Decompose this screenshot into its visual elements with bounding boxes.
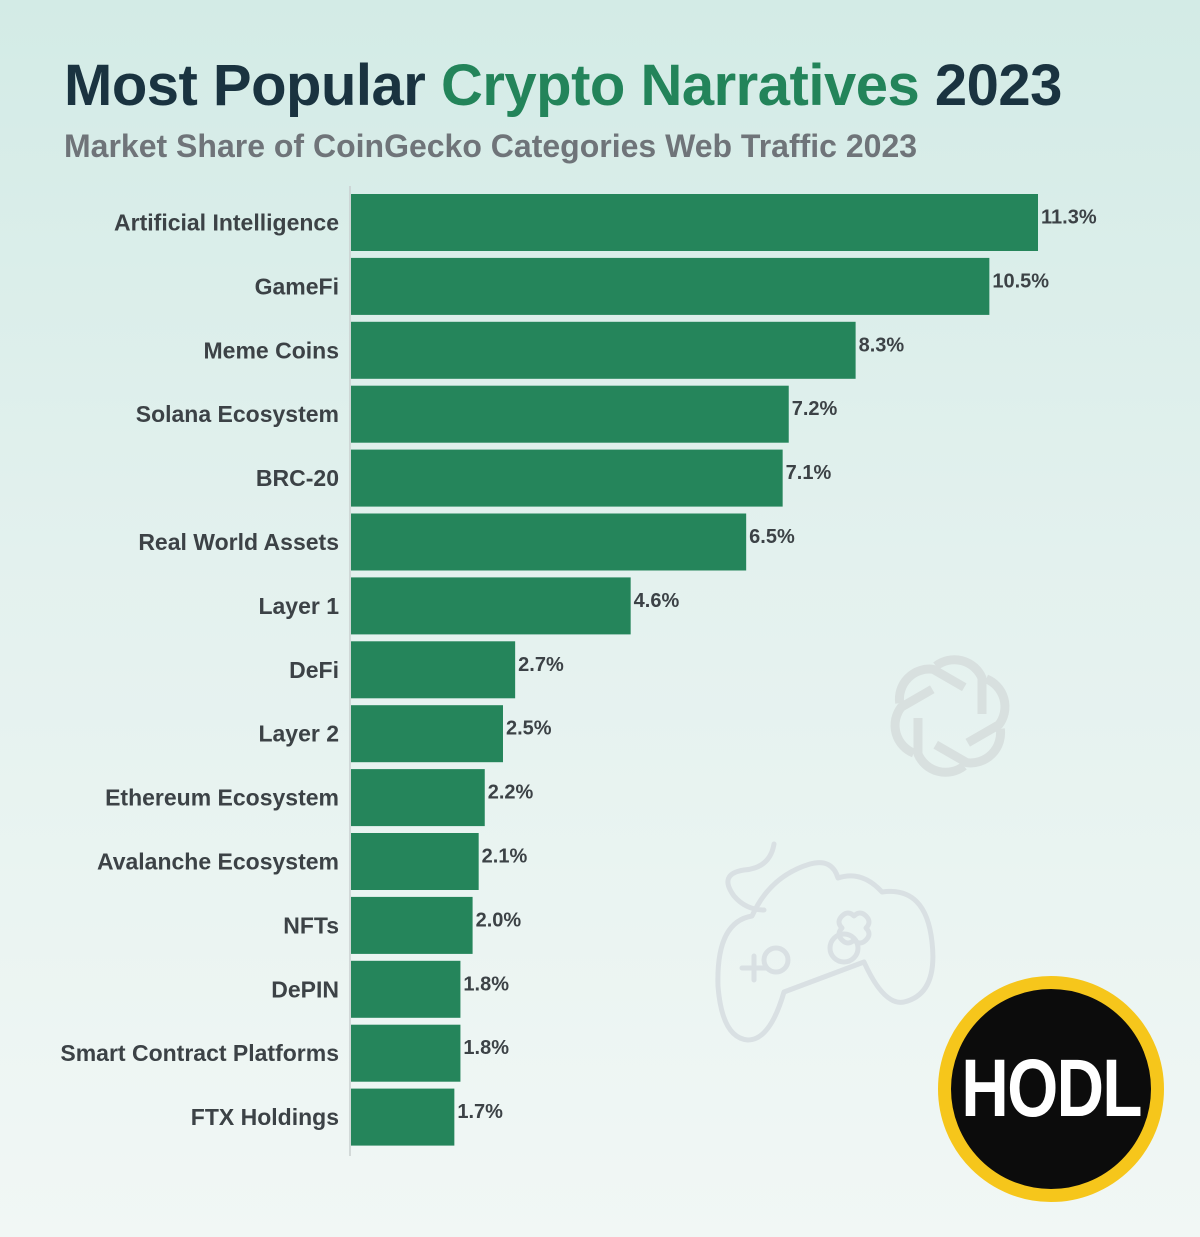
bar-2	[351, 321, 856, 379]
bar-7	[351, 641, 516, 699]
bar-13	[351, 1024, 461, 1082]
value-label: 7.2%	[792, 398, 838, 420]
value-label: 10.5%	[992, 270, 1049, 292]
category-label: Artificial Intelligence	[114, 210, 339, 236]
category-label: Avalanche Ecosystem	[97, 849, 339, 875]
bar-9	[351, 769, 485, 827]
value-label: 6.5%	[749, 526, 795, 548]
value-label: 2.2%	[488, 782, 534, 804]
bars-group	[351, 194, 1038, 1146]
value-label: 8.3%	[859, 334, 905, 356]
bar-1	[351, 257, 990, 315]
value-label: 2.1%	[482, 846, 528, 868]
value-label: 1.8%	[463, 973, 509, 995]
value-label: 1.7%	[457, 1101, 503, 1123]
title-part-2: 2023	[919, 53, 1063, 118]
category-label: Real World Assets	[138, 529, 339, 555]
value-label: 2.5%	[506, 718, 552, 740]
category-label: Ethereum Ecosystem	[105, 785, 339, 811]
category-label: Smart Contract Platforms	[60, 1040, 339, 1066]
hodl-logo: HODL	[938, 976, 1164, 1202]
category-label: GameFi	[255, 273, 339, 299]
bar-8	[351, 705, 503, 763]
bar-3	[351, 385, 789, 443]
bar-4	[351, 449, 783, 507]
category-label: DePIN	[271, 976, 339, 1002]
value-label: 7.1%	[786, 462, 832, 484]
bar-11	[351, 896, 473, 954]
bar-12	[351, 960, 461, 1018]
category-label: Layer 2	[258, 721, 339, 747]
bar-0	[351, 194, 1038, 251]
chart-subtitle: Market Share of CoinGecko Categories Web…	[64, 128, 918, 164]
openai-logo-icon	[890, 655, 1010, 777]
bar-6	[351, 577, 631, 635]
category-label: Layer 1	[258, 593, 339, 619]
category-label: BRC-20	[256, 465, 339, 491]
value-label: 11.3%	[1041, 207, 1097, 229]
value-labels-group: 11.3% 10.5% 8.3% 7.2% 7.1% 6.5% 4.6% 2.7% 2.5% 2.…	[457, 207, 1096, 1124]
bar-10	[351, 833, 479, 890]
category-labels-group: Artificial Intelligence GameFi Meme Coins S…	[60, 210, 339, 1131]
hodl-logo-text: HODL	[961, 1043, 1142, 1134]
category-label: DeFi	[289, 657, 339, 683]
gamepad-icon	[715, 841, 936, 1043]
category-label: FTX Holdings	[191, 1104, 339, 1130]
value-label: 4.6%	[634, 590, 680, 612]
bar-14	[351, 1088, 455, 1146]
value-label: 2.0%	[476, 909, 522, 931]
category-label: NFTs	[283, 912, 339, 938]
category-label: Solana Ecosystem	[136, 401, 339, 427]
title-part-1: Most Popular	[64, 53, 441, 118]
chart-title: Most Popular Crypto Narratives 2023	[64, 52, 1062, 119]
value-label: 1.8%	[463, 1037, 509, 1059]
title-accent: Crypto Narratives	[440, 53, 920, 118]
value-label: 2.7%	[518, 654, 564, 676]
category-label: Meme Coins	[204, 337, 339, 363]
bar-5	[351, 513, 747, 571]
